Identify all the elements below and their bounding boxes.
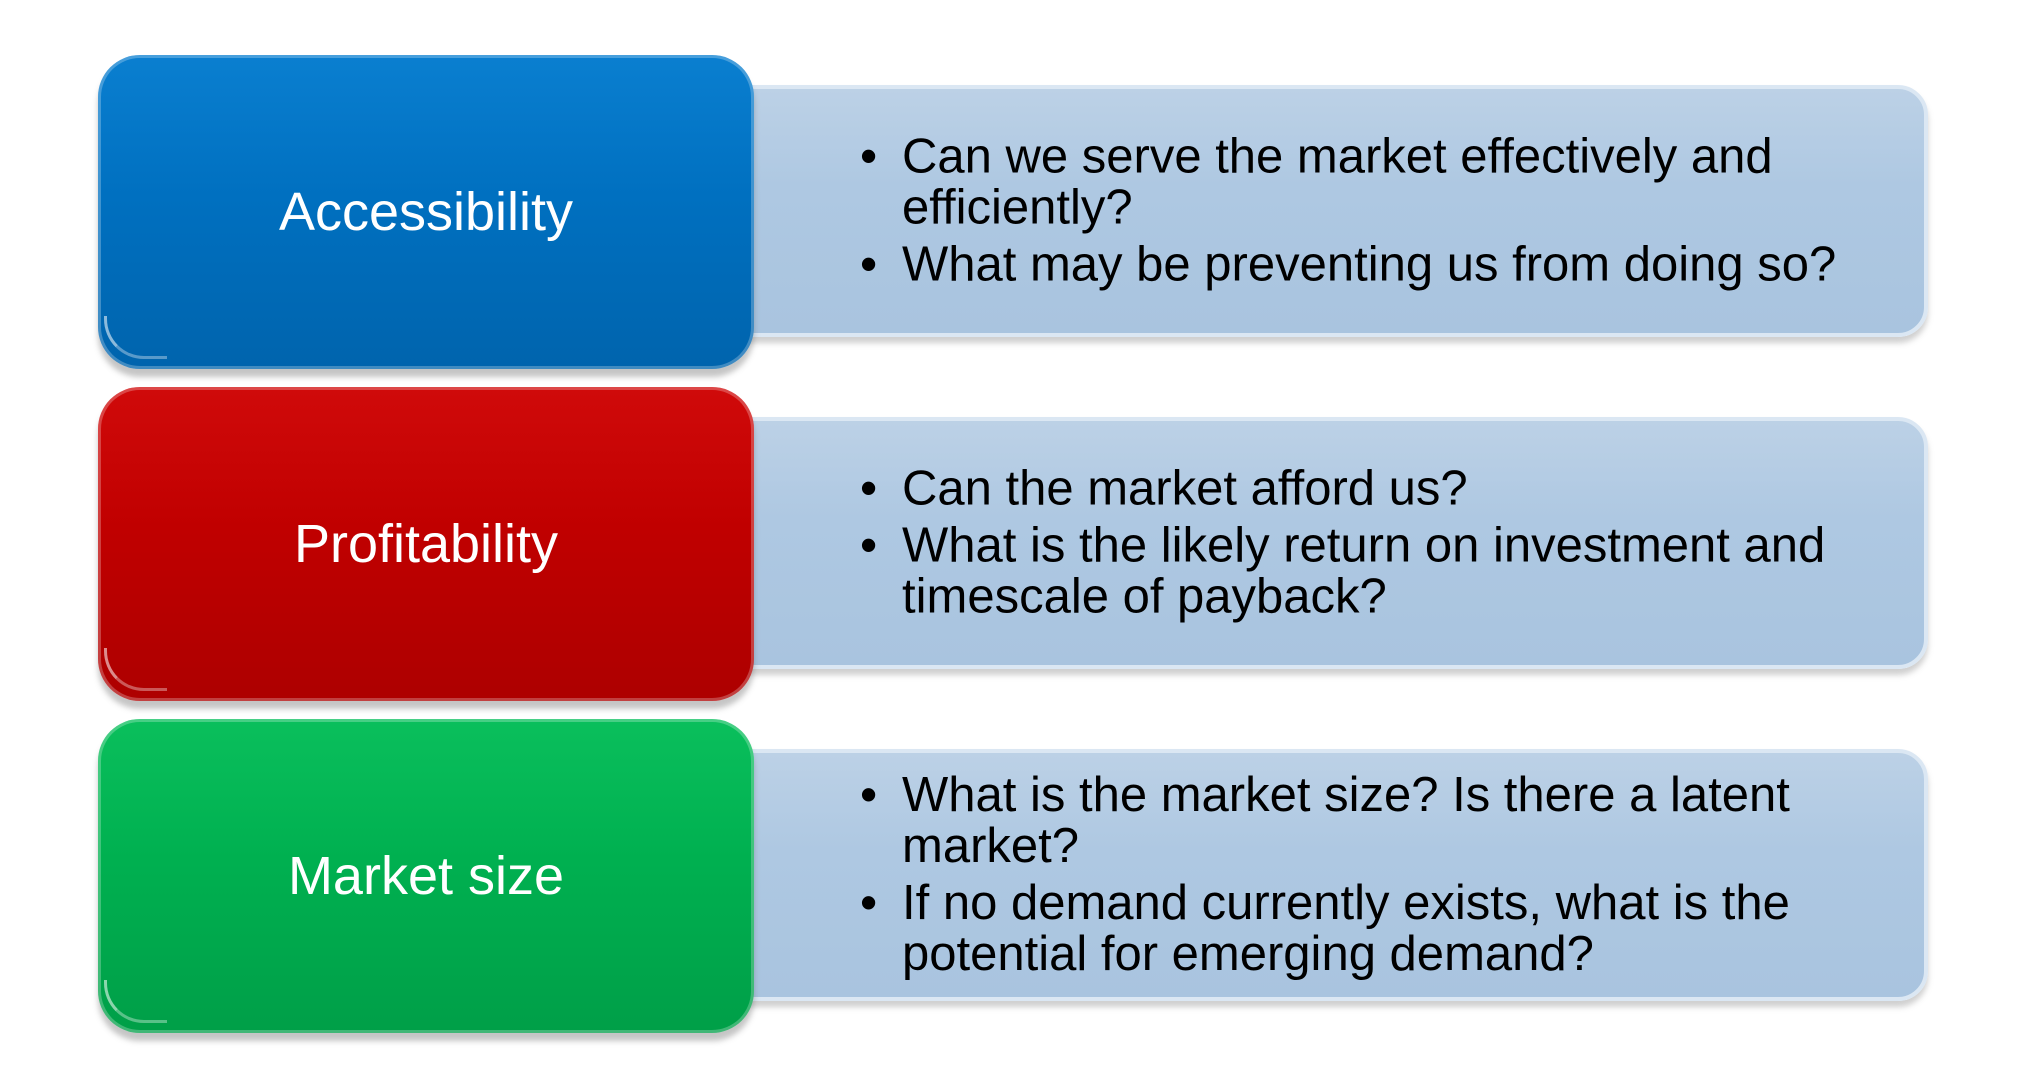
bullet-item: • What is the likely return on investmen… [860, 518, 1874, 624]
bullet-item: • What may be preventing us from doing s… [860, 237, 1874, 292]
detail-box: • What is the market size? Is there a la… [718, 749, 1928, 1001]
bullet-item: • What is the market size? Is there a la… [860, 770, 1874, 872]
bullet-item: • Can we serve the market effectively an… [860, 129, 1874, 235]
tab-accessibility: Accessibility [98, 55, 754, 369]
tab-label: Accessibility [278, 182, 574, 242]
bullet-text: What is the market size? Is there a late… [902, 768, 1790, 873]
bullet-text: Can the market afford us? [902, 461, 1468, 516]
segment-row-market-size: • What is the market size? Is there a la… [98, 719, 1932, 1035]
bullet-list: • Can we serve the market effectively an… [860, 126, 1874, 297]
bullet-icon: • [860, 518, 878, 573]
bullet-list: • Can the market afford us? • What is th… [860, 458, 1874, 629]
bullet-icon: • [860, 876, 878, 930]
detail-box: • Can we serve the market effectively an… [718, 85, 1928, 337]
bullet-item: • Can the market afford us? [860, 461, 1874, 516]
bullet-text: If no demand currently exists, what is t… [902, 876, 1790, 981]
bullet-icon: • [860, 461, 878, 516]
tab-market-size: Market size [98, 719, 754, 1033]
bullet-icon: • [860, 129, 878, 184]
bullet-icon: • [860, 237, 878, 292]
tab-label: Profitability [293, 514, 559, 574]
segment-row-profitability: • Can the market afford us? • What is th… [98, 387, 1932, 703]
tab-profitability: Profitability [98, 387, 754, 701]
bullet-list: • What is the market size? Is there a la… [860, 764, 1874, 986]
bullet-item: • If no demand currently exists, what is… [860, 878, 1874, 980]
bullet-text: What is the likely return on investment … [902, 518, 1826, 624]
detail-box: • Can the market afford us? • What is th… [718, 417, 1928, 669]
bullet-icon: • [860, 768, 878, 822]
tab-label: Market size [287, 846, 565, 906]
bullet-text: Can we serve the market effectively and … [902, 129, 1773, 235]
segment-row-accessibility: • Can we serve the market effectively an… [98, 55, 1932, 371]
bullet-text: What may be preventing us from doing so? [902, 237, 1837, 292]
